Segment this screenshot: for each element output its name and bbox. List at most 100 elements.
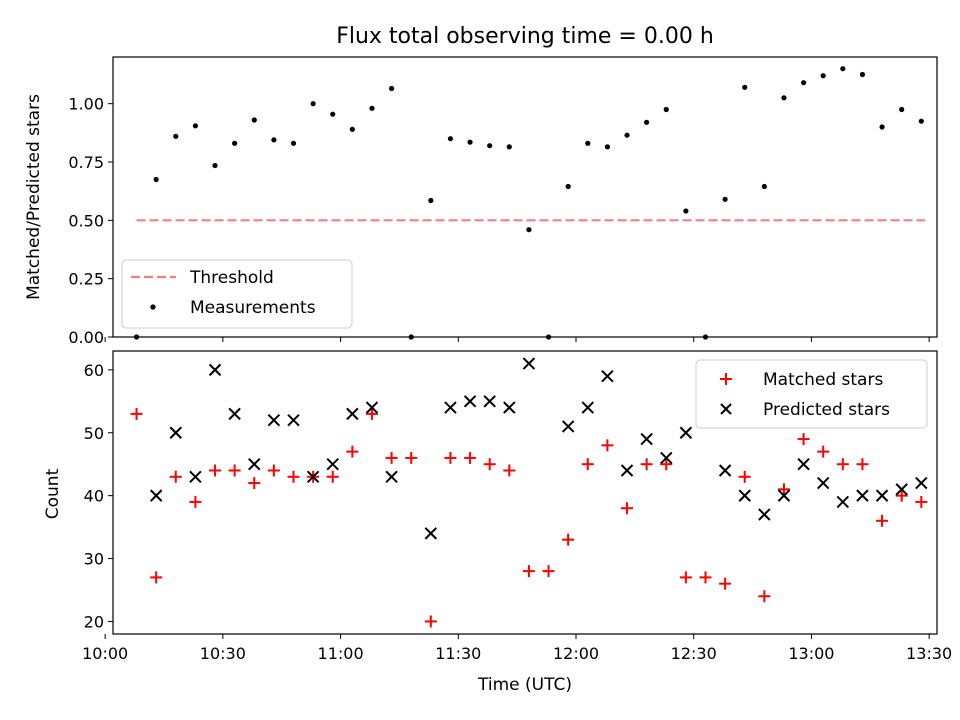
top-y-tick-label: 0.00 xyxy=(68,328,104,347)
measurement-point xyxy=(820,73,826,79)
predicted-star-point xyxy=(718,464,732,477)
bottom-x-tick-label: 12:00 xyxy=(553,644,599,663)
measurement-point xyxy=(565,183,571,190)
measurement-point xyxy=(232,140,238,146)
predicted-star-point xyxy=(248,457,261,471)
predicted-star-point xyxy=(836,495,850,509)
predicted-star-point xyxy=(346,407,359,421)
measurement-point xyxy=(467,139,473,145)
predicted-star-point xyxy=(306,470,320,483)
measurement-point xyxy=(585,140,591,146)
predicted-star-point xyxy=(189,470,202,483)
predicted-star-point xyxy=(228,407,241,421)
matched-star-point xyxy=(542,565,555,578)
matched-star-point xyxy=(365,407,378,420)
measurement-point xyxy=(487,143,493,149)
measurement-point xyxy=(800,80,807,86)
measurement-point xyxy=(349,126,355,132)
measurement-point xyxy=(506,144,512,150)
matched-star-point xyxy=(503,464,516,477)
predicted-star-point xyxy=(503,401,516,414)
matched-star-point xyxy=(581,458,594,471)
predicted-star-point xyxy=(463,395,477,408)
bottom-x-tick-label: 11:30 xyxy=(435,644,481,663)
bottom-panel: Count Time (UTC) 20 30 40 50 60 10:00 10:30 11:… xyxy=(43,350,952,695)
predicted-star-point xyxy=(620,464,634,477)
matched-star-point xyxy=(719,577,732,590)
matched-star-point xyxy=(248,477,261,490)
bottom-y-tick-label: 30 xyxy=(84,550,104,569)
matched-star-point xyxy=(621,502,634,515)
measurement-point xyxy=(918,118,924,124)
measurement-point xyxy=(742,84,748,90)
legend-matched-label: Matched stars xyxy=(763,370,883,390)
predicted-star-point xyxy=(267,413,281,427)
matched-star-point xyxy=(817,445,830,458)
matched-star-point xyxy=(679,571,692,584)
legend-measurements-swatch xyxy=(150,304,156,310)
bottom-x-tick-label: 13:30 xyxy=(906,644,952,663)
legend-matched-swatch xyxy=(720,373,732,385)
predicted-star-point xyxy=(149,489,163,502)
matched-star-point xyxy=(876,514,889,527)
measurement-point xyxy=(369,105,375,111)
bottom-x-tick-label: 10:30 xyxy=(200,644,246,663)
top-panel: Flux total observing time = 0.00 h Match… xyxy=(24,24,938,347)
predicted-star-point xyxy=(640,432,653,446)
matched-star-point xyxy=(464,451,477,464)
matched-star-point xyxy=(915,495,928,508)
legend-threshold-label: Threshold xyxy=(189,268,274,288)
matched-star-point xyxy=(444,451,457,464)
top-axes-content: 0.00 0.25 0.50 0.75 1.00 xyxy=(68,66,930,347)
measurement-point xyxy=(310,101,316,107)
bottom-x-tick-label: 10:00 xyxy=(82,644,128,663)
predicted-star-point xyxy=(660,451,673,465)
top-legend: Threshold Measurements xyxy=(121,259,353,329)
bottom-x-tick-label: 12:30 xyxy=(671,644,717,663)
matched-star-point xyxy=(346,445,359,458)
bottom-x-tick-label: 13:00 xyxy=(788,644,834,663)
predicted-star-point xyxy=(817,476,830,490)
top-y-tick-label: 0.25 xyxy=(68,270,104,289)
measurement-point xyxy=(173,133,179,139)
bottom-x-tick-label: 11:00 xyxy=(318,644,364,663)
measurement-point xyxy=(192,123,198,129)
bottom-y-tick-label: 40 xyxy=(84,487,104,506)
measurement-point xyxy=(663,106,669,113)
bottom-x-axis-label: Time (UTC) xyxy=(477,675,572,695)
matched-star-point xyxy=(738,470,751,483)
measurement-point xyxy=(388,85,395,92)
measurement-point xyxy=(290,140,297,146)
predicted-star-point xyxy=(797,457,810,471)
predicted-star-point xyxy=(424,527,438,540)
matched-star-point xyxy=(130,407,143,420)
matched-star-point xyxy=(228,464,241,477)
matched-star-point xyxy=(405,451,418,464)
predicted-star-point xyxy=(738,489,751,502)
measurement-point xyxy=(271,137,277,143)
matched-star-point xyxy=(169,470,182,483)
predicted-star-point xyxy=(875,489,889,502)
matched-star-point xyxy=(640,458,653,471)
legend-predicted-label: Predicted stars xyxy=(763,400,890,420)
matched-star-point xyxy=(287,470,300,483)
matched-star-point xyxy=(267,464,280,477)
matched-star-point xyxy=(895,489,908,502)
matched-star-point xyxy=(797,433,810,446)
measurement-point xyxy=(251,117,257,123)
top-chart-title: Flux total observing time = 0.00 h xyxy=(336,24,714,49)
measurement-point xyxy=(526,227,532,233)
matched-star-point xyxy=(385,451,398,464)
predicted-star-point xyxy=(679,426,693,439)
predicted-star-point xyxy=(483,395,496,408)
matched-star-point xyxy=(326,470,339,483)
bottom-y-tick-label: 60 xyxy=(84,361,104,380)
measurement-point xyxy=(428,197,434,204)
top-y-tick-label: 1.00 xyxy=(68,95,104,114)
measurement-point xyxy=(781,95,787,101)
legend-measurements-label: Measurements xyxy=(190,298,316,318)
predicted-star-point xyxy=(758,508,771,521)
matched-star-point xyxy=(601,439,614,452)
measurement-point xyxy=(879,124,885,130)
measurement-point xyxy=(899,106,905,113)
